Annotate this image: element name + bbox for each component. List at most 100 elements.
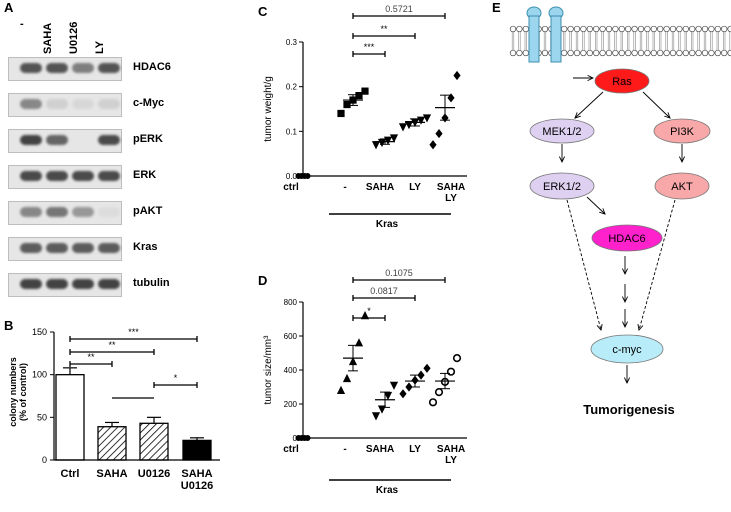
significance-label-line: 0.1075: [385, 268, 413, 278]
blot-strip: [8, 201, 122, 225]
western-blot-panel: - SAHA U0126 LY HDAC6 c-Myc pERK ERK pAKT Kras tub…: [0, 0, 200, 300]
lipid-head: [522, 49, 529, 57]
x-tick-label-line: LY: [445, 193, 457, 204]
arrow-erk-hdac6-head: [599, 208, 606, 215]
data-point: [452, 353, 462, 363]
blot-strip: [8, 129, 122, 153]
x-tick-label-line: U0126: [138, 468, 170, 480]
significance-label: ***: [128, 327, 139, 337]
lipid-head: [612, 25, 619, 33]
x-tick-label: LY: [409, 444, 421, 455]
blot-band: [98, 171, 120, 181]
blot-band: [20, 243, 42, 253]
y-tick-label-line: 0.0: [286, 172, 298, 181]
blot-band: [72, 243, 94, 253]
arrow-mek-erk-head: [558, 156, 566, 164]
x-tick-label-line: ctrl: [283, 182, 299, 193]
y-tick-label: 400: [284, 366, 298, 375]
y-tick-label: 0: [293, 434, 298, 443]
bar: [139, 422, 169, 461]
lipid-head: [605, 25, 613, 33]
blot-band: [20, 63, 42, 73]
akt-node: [654, 172, 710, 200]
lipid-head: [695, 49, 702, 57]
y-tick-label: 0.3: [286, 38, 298, 47]
lipid-head: [573, 25, 581, 33]
panel-a-label: A: [4, 0, 14, 15]
lipid-head: [605, 49, 613, 57]
significance-label-line: 0.0817: [370, 286, 398, 296]
lipid-head: [708, 49, 715, 57]
dashed-arrow-erk-cmyc: [566, 199, 602, 331]
lipid-head: [650, 25, 657, 33]
x-tick-label-line: LY: [409, 182, 421, 193]
blot-band: [98, 135, 120, 145]
x-tick-label-line: LY: [445, 455, 457, 466]
blot-protein-label: c-Myc: [133, 97, 165, 109]
significance-label-line: *: [367, 306, 371, 316]
arrow-receptor-ras-head: [587, 74, 595, 82]
group-label-line: Kras: [376, 485, 399, 496]
significance-label: ***: [364, 42, 375, 52]
receptor-body: [550, 15, 562, 63]
y-axis-label: tumor size/mm³: [263, 335, 274, 405]
lipid-head: [644, 25, 651, 33]
lipid-head: [682, 25, 689, 33]
lipid-head: [618, 25, 625, 33]
x-tick-label-line: LY: [409, 444, 421, 455]
blot-band: [98, 243, 120, 253]
data-point: [371, 141, 381, 150]
data-point: [429, 140, 437, 150]
data-point: [361, 87, 369, 95]
x-tick-label: ctrl: [283, 444, 299, 455]
lipid-head: [701, 49, 709, 57]
blot-band: [98, 99, 120, 109]
x-tick-label: U0126: [138, 468, 170, 480]
lipid-head: [586, 49, 593, 57]
y-axis-label: colony numbers(% of control): [8, 357, 28, 427]
arrow-hdac6-down2-head: [621, 296, 629, 304]
blot-protein-label: HDAC6: [133, 61, 171, 73]
significance-label: **: [380, 24, 388, 34]
bar: [182, 439, 212, 461]
blot-strip: [8, 165, 122, 189]
cmyc-node: [590, 334, 664, 364]
cmyc-label-line: c-myc: [612, 344, 642, 356]
hdac6-node: [591, 224, 663, 252]
x-tick-label: LY: [409, 182, 421, 193]
lipid-head: [708, 25, 715, 33]
lane-label: U0126: [68, 21, 80, 54]
x-tick-label-line: -: [343, 444, 346, 455]
blot-band: [98, 207, 120, 217]
y-tick-label-line: 50: [37, 412, 47, 422]
y-tick-label: 100: [32, 370, 47, 380]
x-tick-label-line: SAHA: [437, 182, 465, 193]
lipid-head: [689, 49, 696, 57]
x-tick-label-line: SAHA: [181, 468, 212, 480]
akt-label-line: AKT: [671, 181, 693, 193]
significance-label-line: **: [380, 24, 388, 34]
blot-band: [20, 135, 42, 145]
mek-label: MEK1/2: [542, 126, 581, 138]
erk-label-line: ERK1/2: [543, 181, 581, 193]
data-point: [453, 70, 461, 81]
lipid-head: [522, 25, 529, 33]
y-tick-label: 0.2: [286, 83, 298, 92]
lipid-head: [580, 49, 587, 57]
erk-node: [529, 172, 595, 200]
arrow-cmyc-tumor-head: [623, 377, 631, 385]
significance-label: *: [174, 373, 178, 383]
y-tick-label-line: 0.3: [286, 38, 298, 47]
y-tick-label: 600: [284, 332, 298, 341]
blot-band: [46, 279, 68, 289]
lipid-head: [644, 49, 651, 57]
lipid-head: [657, 25, 664, 33]
significance-label-line: **: [108, 340, 116, 350]
lipid-head: [650, 49, 657, 57]
lipid-head: [516, 49, 523, 57]
significance-label-line: ***: [128, 327, 139, 337]
lipid-head: [689, 25, 696, 33]
blot-protein-label: tubulin: [133, 277, 170, 289]
blot-band: [72, 279, 94, 289]
y-axis-label-line: tumor size/mm³: [263, 335, 274, 405]
